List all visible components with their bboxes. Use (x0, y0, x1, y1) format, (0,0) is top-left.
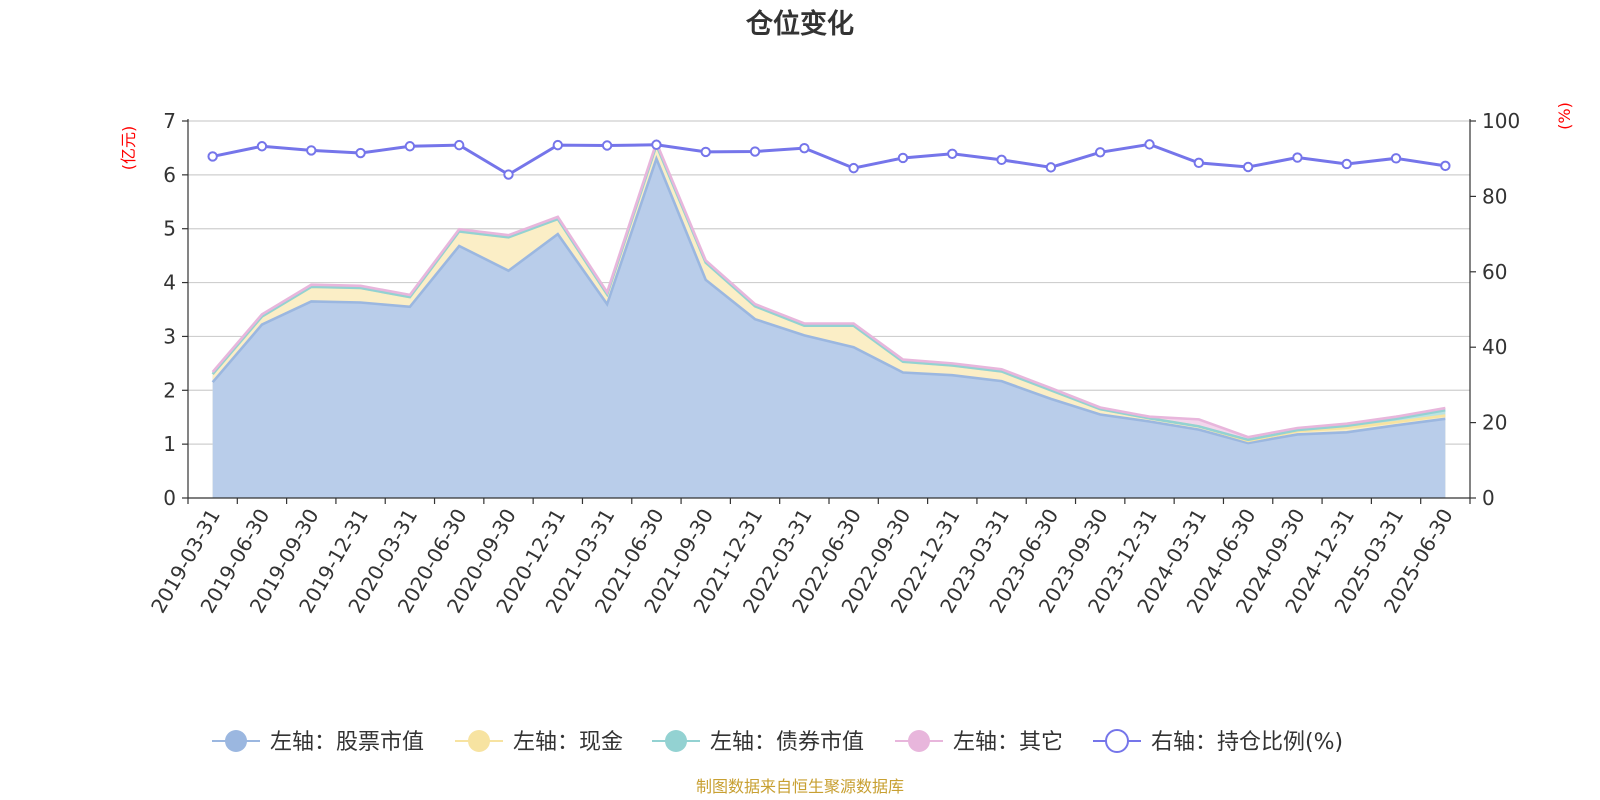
legend-label: 左轴：债券市值 (710, 730, 864, 755)
right-tick-label: 20 (1482, 411, 1507, 435)
ratio-point (552, 139, 564, 151)
left-tick-label: 6 (163, 163, 176, 187)
left-tick-label: 3 (163, 324, 176, 348)
legend-label: 左轴：股票市值 (270, 730, 424, 755)
ratio-point (1440, 160, 1451, 172)
legend-item: 左轴：现金 (455, 730, 623, 755)
legend-marker (665, 730, 687, 752)
ratio-point (996, 154, 1007, 166)
legend-item: 右轴：持仓比例(%) (1093, 729, 1343, 755)
legend-marker (908, 730, 930, 752)
left-tick-label: 5 (163, 217, 176, 241)
legend-label: 右轴：持仓比例(%) (1151, 730, 1343, 755)
ratio-line (212, 142, 1446, 177)
ratio-point (1242, 161, 1254, 173)
right-tick-label: 0 (1482, 486, 1495, 510)
ratio-point (1193, 157, 1205, 169)
ratio-point (1390, 153, 1402, 164)
right-tick-label: 100 (1482, 109, 1520, 133)
ratio-point (1144, 139, 1155, 150)
ratio-point (749, 146, 761, 157)
legend-marker (1105, 729, 1129, 753)
left-tick-label: 2 (163, 378, 176, 402)
ratio-point (355, 147, 366, 159)
ratio-point (1341, 158, 1352, 170)
ratio-point (651, 139, 662, 150)
ratio-point (306, 145, 317, 156)
ratio-point (1094, 147, 1106, 158)
legend-item: 左轴：其它 (895, 730, 1063, 755)
legend-label: 左轴：现金 (513, 730, 623, 755)
left-axis-unit: (亿元) (119, 126, 138, 171)
ratio-point (1045, 162, 1057, 173)
chart-title: 仓位变化 (745, 8, 854, 40)
ratio-point (947, 148, 958, 159)
ratio-point (897, 152, 909, 164)
ratio-point (848, 162, 859, 174)
ratio-point (256, 141, 268, 152)
legend: 左轴：股票市值 左轴：现金 左轴：债券市值 左轴：其它 右轴：持仓比例(%) (212, 729, 1343, 755)
ratio-point (1292, 152, 1303, 163)
position-ratio-line (207, 139, 1451, 180)
ratio-point (503, 169, 514, 180)
stacked-areas (211, 138, 1446, 499)
ratio-point (453, 139, 465, 151)
right-tick-label: 80 (1482, 184, 1507, 208)
left-tick-label: 4 (163, 271, 176, 295)
legend-marker (468, 730, 490, 752)
data-source-note: 制图数据来自恒生聚源数据库 (696, 777, 904, 796)
right-tick-label: 60 (1482, 260, 1507, 284)
ratio-point (700, 146, 711, 158)
right-tick-label: 40 (1482, 335, 1507, 359)
legend-item: 左轴：债券市值 (652, 730, 864, 755)
ratio-point (207, 151, 218, 162)
area-0 (212, 158, 1446, 498)
ratio-point (799, 142, 810, 154)
area-line-3 (211, 138, 1446, 439)
right-axis-unit: (%) (1555, 102, 1574, 130)
left-tick-label: 0 (163, 486, 176, 510)
left-tick-label: 1 (163, 432, 176, 456)
ratio-point (404, 141, 416, 152)
ratio-point (601, 140, 613, 151)
area-line-0 (211, 154, 1446, 445)
legend-label: 左轴：其它 (953, 730, 1063, 755)
legend-marker (225, 730, 247, 752)
legend-item: 左轴：股票市值 (212, 730, 424, 755)
left-tick-label: 7 (163, 109, 176, 133)
